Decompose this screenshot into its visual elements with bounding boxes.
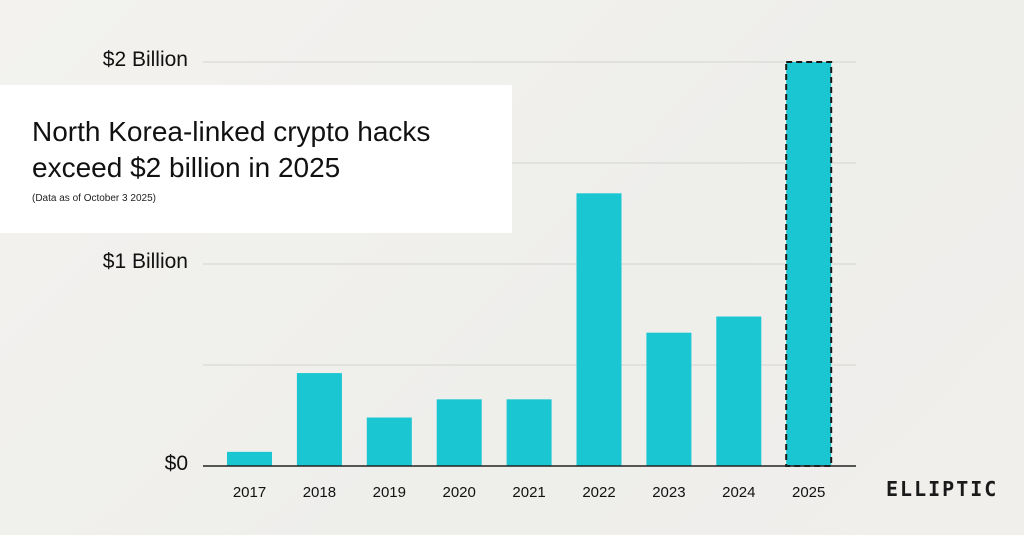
bar-2023: [646, 332, 692, 466]
x-tick-label: 2025: [792, 484, 825, 501]
bar-2020: [436, 399, 482, 466]
bar-2022: [576, 193, 622, 467]
y-tick-labels: $0 $1 Billion $2 Billion: [103, 48, 188, 475]
y-tick-label: $0: [165, 452, 188, 475]
x-tick-label: 2022: [582, 484, 615, 501]
bar-2018: [296, 373, 342, 466]
chart-title: North Korea-linked crypto hacks exceed $…: [32, 116, 431, 183]
x-tick-label: 2019: [373, 484, 406, 501]
y-tick-label: $1 Billion: [103, 250, 188, 273]
x-tick-label: 2017: [233, 484, 266, 501]
x-tick-label: 2021: [512, 484, 545, 501]
title-panel: [0, 85, 512, 233]
bar-2017: [227, 451, 272, 466]
chart-subtitle: (Data as of October 3 2025): [32, 193, 156, 204]
bar-2024: [716, 316, 762, 466]
x-tick-labels: 2017 2018 2019 2020 2021 2022 2023 2024 2025: [233, 484, 826, 501]
x-tick-label: 2020: [443, 484, 476, 501]
x-tick-label: 2024: [722, 484, 755, 501]
y-tick-label: $2 Billion: [103, 48, 188, 71]
bars: [227, 61, 833, 467]
bar-2021: [506, 399, 552, 466]
bar-2025: [785, 61, 833, 467]
elliptic-logo: ELLIPTIC: [886, 477, 999, 501]
x-tick-label: 2018: [303, 484, 336, 501]
bar-2019: [366, 417, 412, 466]
x-tick-label: 2023: [652, 484, 685, 501]
